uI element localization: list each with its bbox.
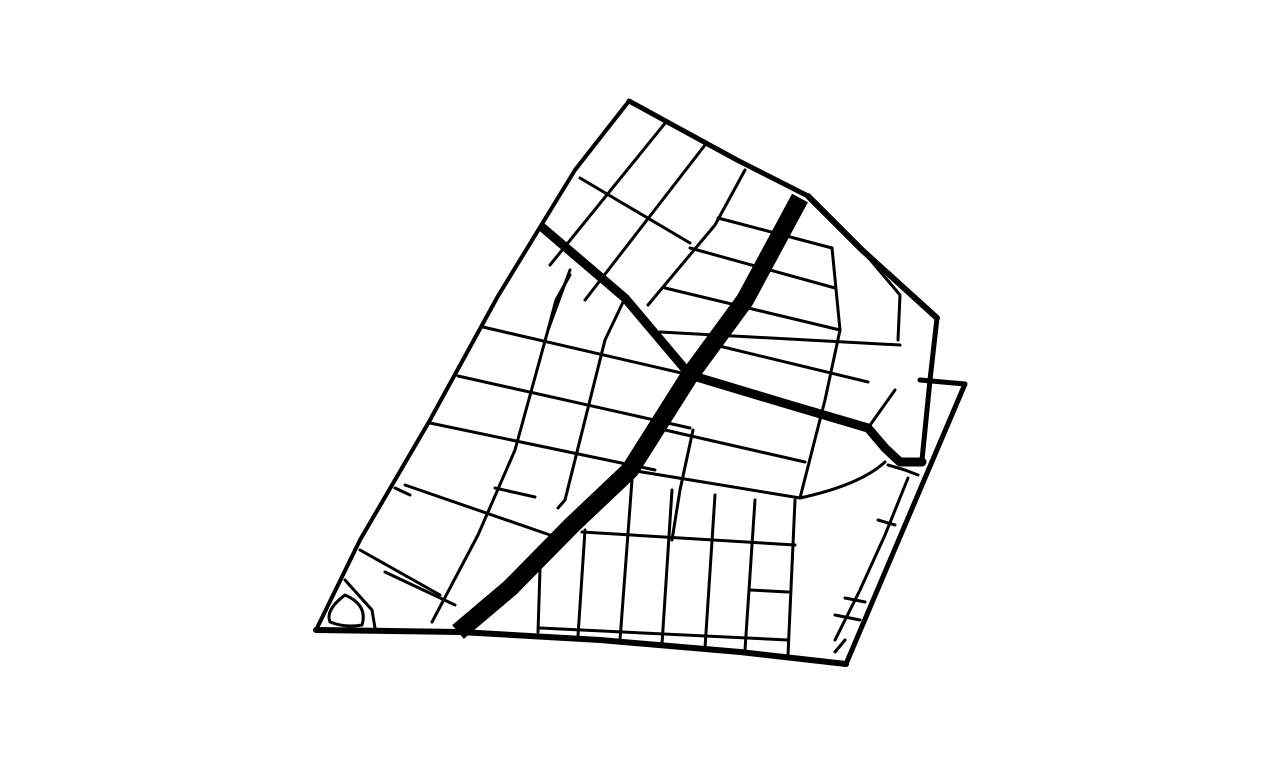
local-street (860, 248, 902, 342)
local-street (327, 593, 365, 628)
boundary-road-north (626, 98, 811, 199)
local-street (833, 638, 847, 654)
local-street (833, 476, 910, 642)
local-street (886, 463, 920, 477)
local-street (843, 596, 867, 604)
local-street (536, 568, 542, 634)
local-street (663, 286, 842, 332)
local-street (430, 268, 572, 624)
local-street (713, 343, 870, 384)
local-street (493, 486, 537, 499)
local-streets (327, 120, 920, 657)
local-street (866, 388, 897, 430)
local-street (703, 493, 717, 650)
local-street (743, 498, 757, 652)
secondary-road-east (685, 370, 927, 467)
local-street (688, 246, 837, 290)
local-street (876, 518, 897, 527)
local-street (393, 486, 412, 497)
local-street (556, 296, 627, 510)
boundary-road-west (314, 99, 631, 632)
local-street (798, 246, 842, 500)
boundary-roads (313, 98, 968, 667)
local-street (456, 374, 692, 430)
local-street (798, 460, 887, 500)
local-street (786, 498, 797, 657)
local-street (358, 548, 442, 597)
local-street (538, 626, 790, 642)
local-street (663, 428, 807, 464)
local-street (670, 428, 695, 542)
local-street (428, 421, 657, 472)
local-street (343, 578, 377, 630)
local-street (578, 176, 692, 245)
local-street (580, 530, 797, 547)
local-street (646, 168, 747, 307)
local-street (481, 325, 692, 377)
boundary-road-east-outer (843, 377, 968, 667)
local-street (618, 478, 634, 642)
local-street (583, 143, 707, 302)
local-street (403, 483, 552, 537)
local-street (660, 488, 674, 646)
local-street (748, 588, 790, 594)
local-street (658, 330, 902, 347)
local-street (716, 216, 834, 250)
local-street (576, 528, 587, 638)
local-street (833, 613, 862, 622)
boundary-road-south (313, 627, 849, 667)
local-street (628, 468, 802, 500)
